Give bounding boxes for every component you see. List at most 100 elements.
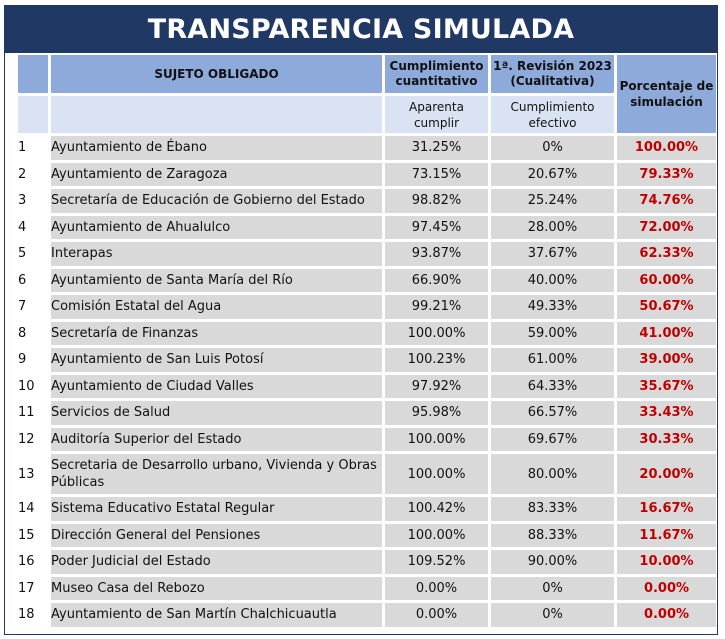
aparenta-cumplir-cell: 100.00% [385,523,488,547]
table-row: 18 Ayuntamiento de San Martín Chalchicuau… [18,603,716,627]
porcentaje-simulacion-cell: 0.00% [617,576,716,600]
sujeto-obligado-cell: Dirección General del Pensiones [51,523,382,547]
row-number: 4 [18,215,48,239]
cumplimiento-efectivo-cell: 83.33% [491,497,614,521]
sujeto-obligado-cell: Ayuntamiento de Zaragoza [51,162,382,186]
sujeto-obligado-cell: Museo Casa del Rebozo [51,576,382,600]
aparenta-cumplir-cell: 100.23% [385,348,488,372]
aparenta-cumplir-cell: 93.87% [385,242,488,266]
row-number: 17 [18,576,48,600]
header-cumplimiento-cuantitativo: Cumplimiento cuantitativo [385,55,488,93]
cumplimiento-efectivo-cell: 37.67% [491,242,614,266]
subheader-index-cell [18,96,48,133]
aparenta-cumplir-cell: 98.82% [385,189,488,213]
sujeto-obligado-cell: Ayuntamiento de Ébano [51,136,382,160]
table-row: 8 Secretaría de Finanzas 100.00% 59.00% 41.0… [18,321,716,345]
row-number: 8 [18,321,48,345]
porcentaje-simulacion-cell: 62.33% [617,242,716,266]
sujeto-obligado-cell: Ayuntamiento de San Luis Potosí [51,348,382,372]
subheader-aparenta-cumplir: Aparenta cumplir [385,96,488,133]
cumplimiento-efectivo-cell: 61.00% [491,348,614,372]
simulation-table: SUJETO OBLIGADO Cumplimiento cuantitativ… [15,52,719,630]
cumplimiento-efectivo-cell: 69.67% [491,427,614,451]
table-row: 11 Servicios de Salud 95.98% 66.57% 33.43% [18,401,716,425]
aparenta-cumplir-cell: 66.90% [385,268,488,292]
sujeto-obligado-cell: Secretaría de Finanzas [51,321,382,345]
subheader-sujeto-cell [51,96,382,133]
cumplimiento-efectivo-cell: 40.00% [491,268,614,292]
table-row: 10 Ayuntamiento de Ciudad Valles 97.92% 64.… [18,374,716,398]
aparenta-cumplir-cell: 97.45% [385,215,488,239]
porcentaje-simulacion-cell: 30.33% [617,427,716,451]
porcentaje-simulacion-cell: 50.67% [617,295,716,319]
table-row: 4 Ayuntamiento de Ahualulco 97.45% 28.00% 72… [18,215,716,239]
aparenta-cumplir-cell: 109.52% [385,550,488,574]
sujeto-obligado-cell: Auditoría Superior del Estado [51,427,382,451]
porcentaje-simulacion-cell: 74.76% [617,189,716,213]
table-row: 9 Ayuntamiento de San Luis Potosí 100.23% 6… [18,348,716,372]
row-number: 15 [18,523,48,547]
porcentaje-simulacion-cell: 16.67% [617,497,716,521]
header-index-cell [18,55,48,93]
cumplimiento-efectivo-cell: 0% [491,603,614,627]
table-row: 7 Comisión Estatal del Agua 99.21% 49.33% 50… [18,295,716,319]
row-number: 12 [18,427,48,451]
sujeto-obligado-cell: Ayuntamiento de Ahualulco [51,215,382,239]
aparenta-cumplir-cell: 97.92% [385,374,488,398]
row-number: 14 [18,497,48,521]
table-row: 6 Ayuntamiento de Santa María del Río 66.9… [18,268,716,292]
table-row: 17 Museo Casa del Rebozo 0.00% 0% 0.00% [18,576,716,600]
cumplimiento-efectivo-cell: 90.00% [491,550,614,574]
row-number: 11 [18,401,48,425]
row-number: 9 [18,348,48,372]
cumplimiento-efectivo-cell: 59.00% [491,321,614,345]
sujeto-obligado-cell: Poder Judicial del Estado [51,550,382,574]
porcentaje-simulacion-cell: 35.67% [617,374,716,398]
cumplimiento-efectivo-cell: 25.24% [491,189,614,213]
row-number: 18 [18,603,48,627]
porcentaje-simulacion-cell: 10.00% [617,550,716,574]
aparenta-cumplir-cell: 95.98% [385,401,488,425]
cumplimiento-efectivo-cell: 66.57% [491,401,614,425]
sujeto-obligado-cell: Comisión Estatal del Agua [51,295,382,319]
cumplimiento-efectivo-cell: 49.33% [491,295,614,319]
cumplimiento-efectivo-cell: 20.67% [491,162,614,186]
sujeto-obligado-cell: Secretaria de Desarrollo urbano, Viviend… [51,454,382,494]
sujeto-obligado-cell: Ayuntamiento de Santa María del Río [51,268,382,292]
table-row: 13 Secretaria de Desarrollo urbano, Vivie… [18,454,716,494]
cumplimiento-efectivo-cell: 0% [491,136,614,160]
table-row: 16 Poder Judicial del Estado 109.52% 90.00%… [18,550,716,574]
aparenta-cumplir-cell: 100.00% [385,321,488,345]
header-revision-cualitativa: 1ª. Revisión 2023 (Cualitativa) [491,55,614,93]
header-porcentaje-simulacion: Porcentaje de simulación [617,55,716,133]
sujeto-obligado-cell: Sistema Educativo Estatal Regular [51,497,382,521]
table-row: 5 Interapas 93.87% 37.67% 62.33% [18,242,716,266]
porcentaje-simulacion-cell: 60.00% [617,268,716,292]
aparenta-cumplir-cell: 99.21% [385,295,488,319]
row-number: 13 [18,454,48,494]
cumplimiento-efectivo-cell: 64.33% [491,374,614,398]
aparenta-cumplir-cell: 100.00% [385,454,488,494]
row-number: 16 [18,550,48,574]
report-frame: TRANSPARENCIA SIMULADA SUJETO OBLIGADO C… [4,5,718,635]
aparenta-cumplir-cell: 0.00% [385,576,488,600]
porcentaje-simulacion-cell: 72.00% [617,215,716,239]
row-number: 10 [18,374,48,398]
table-row: 15 Dirección General del Pensiones 100.00%… [18,523,716,547]
porcentaje-simulacion-cell: 33.43% [617,401,716,425]
aparenta-cumplir-cell: 31.25% [385,136,488,160]
sujeto-obligado-cell: Ayuntamiento de Ciudad Valles [51,374,382,398]
cumplimiento-efectivo-cell: 28.00% [491,215,614,239]
row-number: 5 [18,242,48,266]
porcentaje-simulacion-cell: 20.00% [617,454,716,494]
porcentaje-simulacion-cell: 41.00% [617,321,716,345]
table-row: 1 Ayuntamiento de Ébano 31.25% 0% 100.00% [18,136,716,160]
row-number: 3 [18,189,48,213]
sujeto-obligado-cell: Secretaría de Educación de Gobierno del … [51,189,382,213]
sujeto-obligado-cell: Interapas [51,242,382,266]
porcentaje-simulacion-cell: 79.33% [617,162,716,186]
porcentaje-simulacion-cell: 39.00% [617,348,716,372]
aparenta-cumplir-cell: 0.00% [385,603,488,627]
table-row: 14 Sistema Educativo Estatal Regular 100.4… [18,497,716,521]
sujeto-obligado-cell: Servicios de Salud [51,401,382,425]
